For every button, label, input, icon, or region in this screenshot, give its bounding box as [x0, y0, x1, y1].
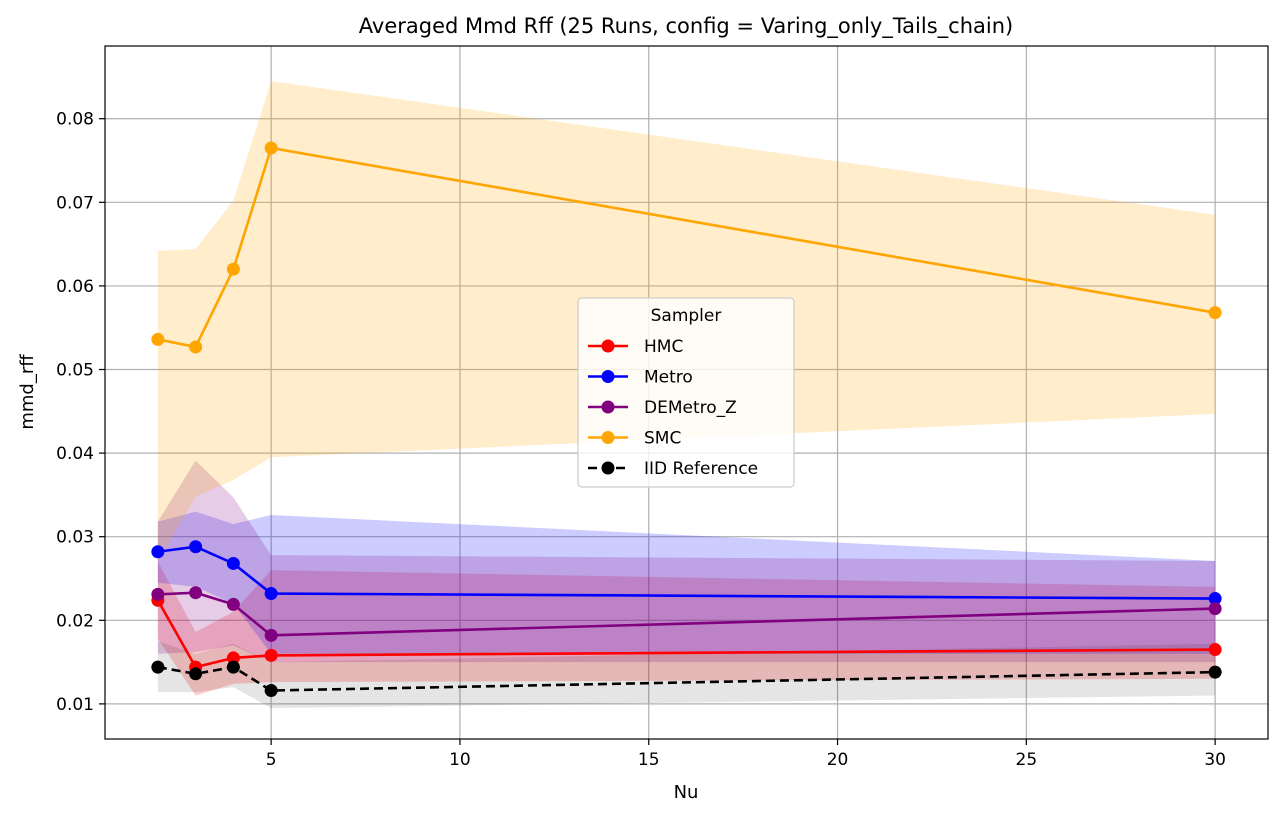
point-iid-reference	[1208, 665, 1222, 679]
y-tick-label: 0.05	[56, 361, 94, 381]
legend-label-hmc: HMC	[644, 337, 683, 357]
point-metro	[264, 587, 278, 601]
point-demetro-z	[189, 586, 203, 600]
point-smc	[264, 141, 278, 155]
band-metro	[157, 511, 1216, 654]
x-tick-label: 20	[827, 750, 849, 770]
point-demetro-z	[264, 628, 278, 642]
point-demetro-z	[151, 587, 165, 601]
y-tick-label: 0.02	[56, 611, 94, 631]
band-demetro-z	[157, 460, 1216, 663]
legend-box	[577, 297, 795, 488]
point-demetro-z	[226, 597, 240, 611]
legend: Sampler HMC Metro DEMetro_Z SMC IID Reference	[577, 297, 795, 488]
x-tick-label: 30	[1204, 750, 1226, 770]
legend-title: Sampler	[651, 306, 722, 326]
legend-label-demetro-z: DEMetro_Z	[644, 398, 737, 418]
point-smc	[226, 262, 240, 276]
band-iid-reference	[157, 641, 1216, 709]
x-tick-label: 5	[266, 750, 277, 770]
x-tick-label: 10	[449, 750, 471, 770]
point-metro	[1208, 592, 1222, 606]
legend-swatch-marker-demetro-z	[601, 400, 615, 414]
point-iid-reference	[226, 660, 240, 674]
x-tick-label: 25	[1016, 750, 1038, 770]
legend-swatch-marker-hmc	[601, 339, 615, 353]
y-tick-label: 0.06	[56, 277, 94, 297]
legend-label-smc: SMC	[644, 429, 681, 449]
y-tick-label: 0.08	[56, 110, 94, 130]
y-axis-ticks: 0.01 0.02 0.03 0.04 0.05 0.06 0.07 0.08	[56, 110, 105, 715]
legend-swatch-marker-iid-reference	[601, 461, 615, 475]
x-tick-label: 15	[638, 750, 660, 770]
legend-swatch-marker-smc	[601, 431, 615, 444]
point-iid-reference	[151, 660, 165, 674]
point-smc	[151, 332, 165, 346]
point-smc	[189, 340, 203, 354]
point-hmc	[1208, 643, 1222, 657]
point-iid-reference	[189, 667, 203, 681]
y-tick-label: 0.04	[56, 444, 94, 464]
chart-title: Averaged Mmd Rff (25 Runs, config = Vari…	[359, 14, 1013, 39]
y-tick-label: 0.07	[56, 193, 94, 213]
legend-swatch-marker-metro	[601, 370, 615, 383]
point-hmc	[226, 651, 240, 665]
legend-label-metro: Metro	[644, 368, 693, 388]
y-axis-label: mmd_rff	[17, 354, 38, 430]
point-metro	[226, 556, 240, 570]
x-axis-ticks: 5 10 15 20 25 30	[266, 739, 1226, 770]
point-metro	[189, 540, 203, 554]
plot-area-frame	[104, 45, 1269, 740]
y-tick-label: 0.03	[56, 528, 94, 548]
y-tick-label: 0.01	[56, 695, 94, 715]
series-lines	[151, 141, 1222, 698]
legend-label-iid-reference: IID Reference	[644, 459, 758, 479]
point-demetro-z	[1208, 602, 1222, 616]
x-axis-label: Nu	[674, 782, 699, 803]
point-hmc	[264, 648, 278, 662]
point-iid-reference	[264, 684, 278, 698]
point-metro	[151, 545, 165, 559]
point-smc	[1208, 306, 1222, 320]
